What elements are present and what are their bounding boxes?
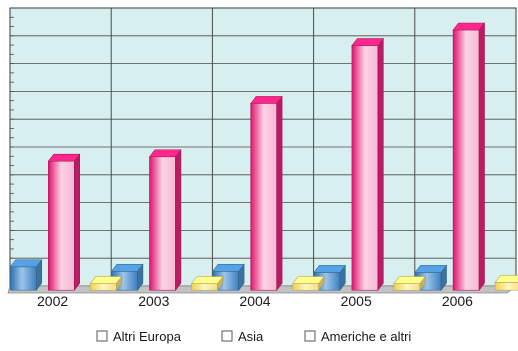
legend-item: Asia [221,329,264,344]
bar [9,258,43,292]
x-tick-label: 2006 [442,293,473,309]
legend-label: Altri Europa [113,329,182,344]
bar [250,95,283,292]
bar [393,275,426,292]
legend-item: Americhe e altri [304,329,411,344]
bar [494,275,518,291]
x-tick-label: 2003 [138,293,169,309]
x-tick-label: 2002 [37,293,68,309]
x-tick-label: 2005 [341,293,372,309]
x-tick-label: 2004 [239,293,270,309]
bar [452,22,486,292]
legend-label: Americhe e altri [321,329,411,344]
legend-item: Altri Europa [96,329,182,344]
bar [148,148,182,292]
bar [89,275,123,292]
bar [47,153,81,292]
bar [351,37,384,292]
bar [190,275,224,292]
legend-swatch [96,330,108,342]
legend-label: Asia [238,329,264,344]
bar [292,275,325,292]
legend-swatch [221,330,233,342]
legend-swatch [304,330,316,342]
